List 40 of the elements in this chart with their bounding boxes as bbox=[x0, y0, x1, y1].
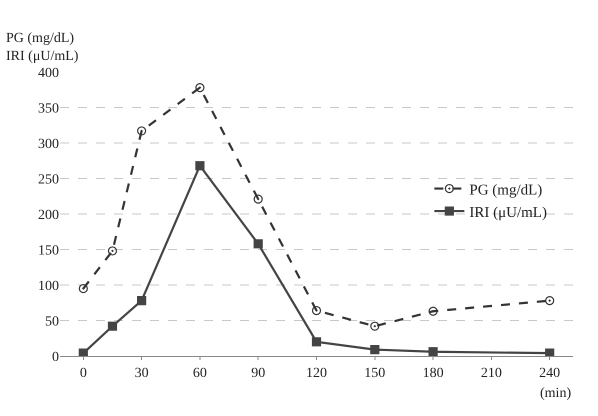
point bbox=[108, 322, 118, 331]
y-tick-label: 200 bbox=[38, 208, 59, 223]
y-tick-label: 350 bbox=[38, 101, 59, 116]
x-tick-label: 0 bbox=[80, 366, 87, 381]
point bbox=[108, 246, 118, 256]
x-tick-label: 180 bbox=[422, 366, 444, 381]
legend-label: IRI (μU/mL) bbox=[469, 204, 547, 221]
y-tick-label: 150 bbox=[38, 243, 59, 258]
point bbox=[78, 348, 88, 356]
y-axis-title: PG (mg/dL) IRI (μU/mL) bbox=[6, 31, 79, 64]
point bbox=[545, 296, 554, 306]
x-tick-label: 240 bbox=[539, 366, 560, 381]
point bbox=[195, 83, 205, 92]
y-tick-label: 300 bbox=[38, 136, 59, 152]
point bbox=[78, 284, 88, 294]
x-tick-label: 60 bbox=[192, 366, 207, 381]
y-tick-label: 0 bbox=[52, 350, 59, 365]
x-tick-label: 120 bbox=[306, 366, 327, 381]
x-tick-label: 30 bbox=[134, 366, 149, 381]
point bbox=[137, 296, 146, 306]
point bbox=[370, 322, 380, 331]
x-tick-label: 210 bbox=[480, 366, 502, 381]
point bbox=[254, 194, 263, 204]
point bbox=[254, 239, 263, 248]
point bbox=[312, 337, 322, 346]
y-tick-label: 100 bbox=[38, 278, 59, 294]
y-tick-label: 50 bbox=[45, 314, 59, 330]
y-tick-label: 250 bbox=[38, 172, 59, 188]
point bbox=[545, 348, 554, 356]
point bbox=[428, 306, 438, 316]
y-tick-label: 400 bbox=[38, 66, 59, 81]
point bbox=[137, 126, 146, 136]
point bbox=[370, 345, 380, 354]
point bbox=[428, 347, 438, 356]
point bbox=[312, 306, 322, 316]
x-axis-title: (min) bbox=[540, 386, 572, 401]
point bbox=[195, 161, 205, 170]
x-tick-label: 90 bbox=[251, 366, 266, 381]
x-tick-label: 150 bbox=[364, 366, 386, 381]
legend-label: PG (mg/dL) bbox=[469, 182, 542, 198]
